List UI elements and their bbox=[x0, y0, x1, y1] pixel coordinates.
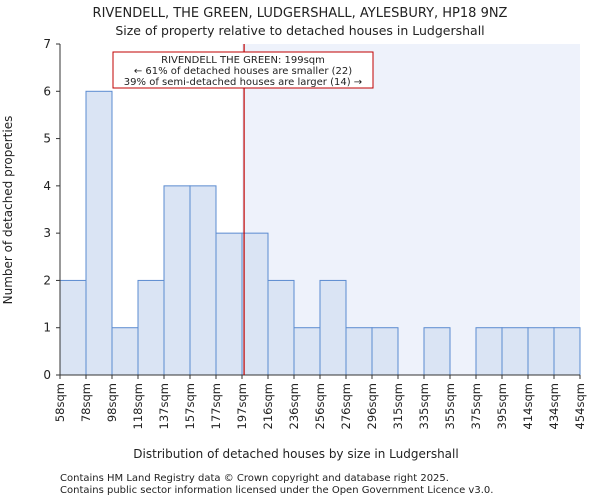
y-tick-label: 3 bbox=[43, 226, 51, 240]
bar-414sqm bbox=[527, 327, 555, 376]
annotation-line-1: RIVENDELL THE GREEN: 199sqm bbox=[161, 55, 325, 66]
x-tick-label: 355sqm bbox=[443, 383, 457, 429]
x-tick-label: 177sqm bbox=[209, 383, 223, 429]
bar-216sqm bbox=[267, 279, 295, 376]
x-tick-label: 296sqm bbox=[365, 383, 379, 429]
bar-series bbox=[59, 90, 581, 376]
bar-98sqm bbox=[111, 327, 139, 376]
x-axis-ticks: 58sqm 78sqm 98sqm 118sqm 137sqm 157sqm 177sqm 1… bbox=[53, 375, 587, 429]
bar-197sqm bbox=[241, 232, 269, 376]
y-axis-label: Number of detached properties bbox=[1, 116, 15, 305]
x-tick-label: 434sqm bbox=[547, 383, 561, 429]
bar-395sqm bbox=[501, 327, 529, 376]
bar-335sqm bbox=[423, 327, 451, 376]
plot-background bbox=[242, 44, 580, 375]
x-tick-label: 395sqm bbox=[495, 383, 509, 429]
highlight-region bbox=[242, 44, 580, 375]
bar-78sqm bbox=[85, 90, 113, 376]
y-tick-label: 2 bbox=[43, 273, 51, 287]
y-tick-label: 4 bbox=[43, 179, 51, 193]
bar-118sqm bbox=[137, 279, 165, 376]
bar-434sqm bbox=[553, 327, 581, 376]
chart-title: RIVENDELL, THE GREEN, LUDGERSHALL, AYLES… bbox=[93, 6, 508, 21]
y-tick-label: 6 bbox=[43, 84, 51, 98]
x-tick-label: 157sqm bbox=[183, 383, 197, 429]
bar-375sqm bbox=[475, 327, 503, 376]
chart-subtitle: Size of property relative to detached ho… bbox=[115, 23, 484, 38]
x-tick-label: 197sqm bbox=[235, 383, 249, 429]
y-tick-label: 0 bbox=[43, 368, 51, 382]
footer-line-2: Contains public sector information licen… bbox=[60, 485, 493, 496]
x-tick-label: 454sqm bbox=[573, 383, 587, 429]
x-tick-label: 276sqm bbox=[339, 383, 353, 429]
y-axis-ticks: 0 1 2 3 4 5 6 7 bbox=[43, 37, 60, 382]
x-tick-label: 335sqm bbox=[417, 383, 431, 429]
bar-256sqm bbox=[319, 279, 347, 376]
x-tick-label: 375sqm bbox=[469, 383, 483, 429]
x-tick-label: 256sqm bbox=[313, 383, 327, 429]
bar-157sqm bbox=[189, 185, 217, 376]
y-tick-label: 1 bbox=[43, 321, 51, 335]
bar-177sqm bbox=[215, 232, 243, 376]
bar-296sqm bbox=[371, 327, 399, 376]
bar-236sqm bbox=[293, 327, 321, 376]
x-tick-label: 118sqm bbox=[131, 383, 145, 429]
annotation-line-3: 39% of semi-detached houses are larger (… bbox=[124, 77, 362, 88]
annotation-box: RIVENDELL THE GREEN: 199sqm ← 61% of det… bbox=[112, 51, 374, 89]
bar-276sqm bbox=[345, 327, 373, 376]
x-tick-label: 414sqm bbox=[521, 383, 535, 429]
footer-line-1: Contains HM Land Registry data © Crown c… bbox=[60, 473, 449, 484]
x-tick-label: 58sqm bbox=[53, 383, 67, 422]
x-tick-label: 98sqm bbox=[105, 383, 119, 422]
x-tick-label: 216sqm bbox=[261, 383, 275, 429]
annotation-line-2: ← 61% of detached houses are smaller (22… bbox=[134, 66, 352, 77]
x-tick-label: 315sqm bbox=[391, 383, 405, 429]
x-tick-label: 78sqm bbox=[79, 383, 93, 422]
y-tick-label: 5 bbox=[43, 132, 51, 146]
x-tick-label: 236sqm bbox=[287, 383, 301, 429]
bar-137sqm bbox=[163, 185, 191, 376]
bar-58sqm bbox=[59, 279, 87, 376]
x-tick-label: 137sqm bbox=[157, 383, 171, 429]
annotation-frame bbox=[112, 51, 374, 89]
y-tick-label: 7 bbox=[43, 37, 51, 51]
x-axis-label: Distribution of detached houses by size … bbox=[133, 447, 458, 461]
